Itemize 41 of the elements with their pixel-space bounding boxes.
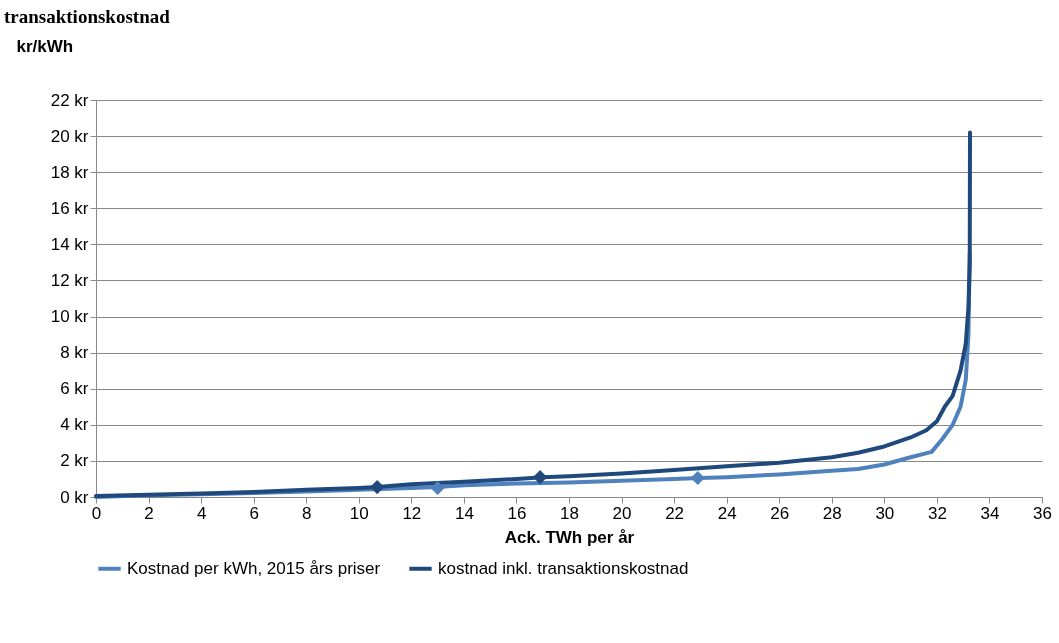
point (690, 470, 705, 486)
y-tick-label: 16 kr (50, 198, 89, 218)
y-tick-label: 2 kr (60, 451, 89, 471)
y-tick-label: 10 kr (50, 307, 89, 327)
y-tick-label: 20 kr (50, 126, 89, 146)
line-series (94, 130, 972, 499)
legend-label: kostnad inkl. transaktionskostnad (438, 558, 689, 578)
point (430, 480, 445, 496)
x-tick-label: 36 (1033, 503, 1052, 523)
y-tick-label: 14 kr (50, 234, 89, 254)
x-tick-label: 22 (665, 503, 685, 523)
x-tick-label: 2 (144, 503, 154, 523)
point (533, 470, 548, 485)
x-tick-label: 0 (91, 503, 102, 523)
y-tick-label: 8 kr (60, 343, 89, 363)
x-tick-label: 28 (822, 503, 842, 523)
x-tick-label: 4 (196, 503, 207, 523)
y-tick-label: 12 kr (50, 270, 89, 290)
x-tick-label: 16 (507, 503, 527, 523)
y-tick-label: 6 kr (60, 379, 89, 399)
x-tick-label: 34 (980, 503, 1000, 523)
x-tick-label: 30 (875, 503, 895, 523)
y-tick-label: 0 kr (60, 487, 89, 507)
x-tick-label: 20 (612, 503, 632, 523)
x-tick-label: 26 (770, 503, 790, 523)
x-tick-label: 18 (560, 503, 579, 523)
x-tick-label: 32 (927, 503, 947, 523)
y-tick-label: 18 kr (50, 162, 89, 182)
y-axis-title: kr/kWh (16, 36, 74, 56)
x-tick-label: 14 (454, 503, 474, 523)
legend-label: Kostnad per kWh, 2015 års priser (127, 558, 381, 578)
y-tick-label: 22 kr (50, 90, 89, 110)
x-tick-label: 6 (249, 503, 259, 523)
x-tick-label: 8 (301, 503, 312, 523)
point (370, 480, 385, 495)
x-tick-label: 10 (349, 503, 369, 523)
x-tick-label: 12 (402, 503, 422, 523)
x-tick-label: 24 (717, 503, 737, 523)
x-axis-title: Ack. TWh per år (504, 527, 635, 547)
y-tick-label: 4 kr (60, 415, 89, 435)
chart-title: transaktionskostnad (4, 6, 171, 27)
